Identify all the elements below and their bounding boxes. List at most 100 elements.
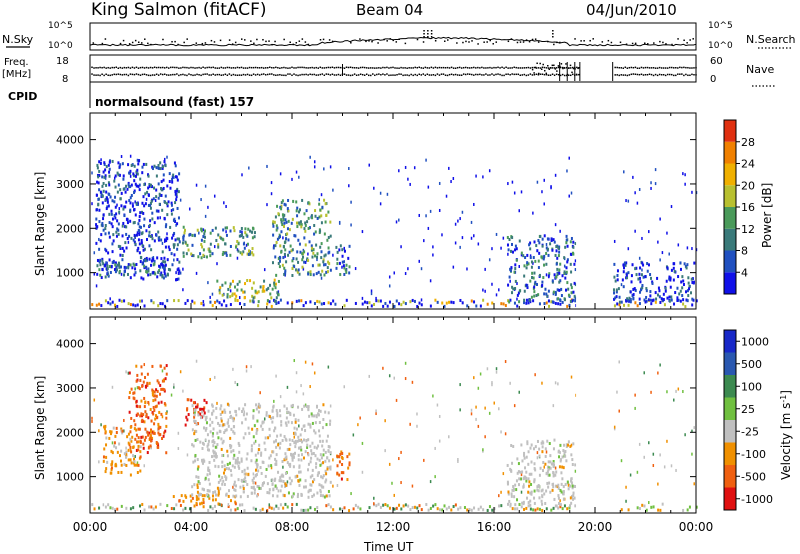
scatter-cell xyxy=(564,450,567,454)
freq-point xyxy=(176,66,178,69)
scatter-cell xyxy=(532,299,535,303)
scatter-cell xyxy=(288,228,291,232)
scatter-cell xyxy=(104,505,107,509)
scatter-cell xyxy=(332,188,334,192)
scatter-cell xyxy=(514,483,517,487)
scatter-cell xyxy=(531,271,534,275)
scatter-cell xyxy=(652,298,655,302)
nave-point xyxy=(141,73,144,76)
scatter-cell xyxy=(214,452,217,456)
scatter-cell xyxy=(118,298,121,302)
scatter-cell xyxy=(316,258,318,262)
scatter-cell xyxy=(432,504,435,508)
scatter-cell xyxy=(188,507,191,511)
scatter-cell xyxy=(491,383,493,387)
scatter-cell xyxy=(237,241,240,245)
freq-point xyxy=(420,67,423,69)
scatter-cell xyxy=(632,175,634,179)
scatter-cell xyxy=(162,378,165,382)
scatter-cell xyxy=(142,211,145,215)
nave-point xyxy=(509,74,511,76)
scatter-cell xyxy=(238,302,241,306)
scatter-cell xyxy=(463,506,466,510)
scatter-cell xyxy=(551,488,554,492)
scatter-cell xyxy=(665,279,668,283)
colorbar-swatch xyxy=(724,228,736,251)
freq-point xyxy=(458,66,461,69)
scatter-cell xyxy=(309,460,312,464)
scatter-cell xyxy=(216,299,219,303)
scatter-cell xyxy=(131,163,134,167)
scatter-cell xyxy=(672,266,675,270)
scatter-cell xyxy=(559,451,561,455)
scatter-cell xyxy=(166,184,169,188)
scatter-cell xyxy=(684,305,687,309)
scatter-cell xyxy=(323,302,326,306)
scatter-cell xyxy=(121,224,124,228)
scatter-cell xyxy=(280,250,283,254)
nave-point xyxy=(291,74,293,77)
scatter-cell xyxy=(615,288,618,292)
scatter-cell xyxy=(114,270,117,274)
scatter-cell xyxy=(645,299,648,303)
scatter-cell xyxy=(268,503,271,507)
scatter-cell xyxy=(193,432,196,436)
scatter-cell xyxy=(329,165,332,169)
scatter-cell xyxy=(234,458,237,462)
scatter-cell xyxy=(291,301,294,305)
scatter-cell xyxy=(438,414,441,418)
scatter-cell xyxy=(318,429,321,433)
scatter-cell xyxy=(616,302,619,306)
nave-point xyxy=(430,74,433,76)
scatter-cell xyxy=(226,295,229,299)
scatter-cell xyxy=(115,464,118,468)
scatter-cell xyxy=(304,485,307,489)
scatter-cell xyxy=(420,267,423,271)
nsearch-point xyxy=(141,42,143,44)
scatter-cell xyxy=(524,256,527,260)
scatter-cell xyxy=(627,303,630,307)
scatter-cell xyxy=(236,288,239,292)
scatter-cell xyxy=(311,441,314,445)
freq-point xyxy=(666,67,669,69)
scatter-cell xyxy=(348,166,350,170)
scatter-cell xyxy=(214,490,217,494)
scatter-cell xyxy=(322,485,325,489)
scatter-cell xyxy=(220,437,223,441)
scatter-cell xyxy=(140,372,143,376)
scatter-cell xyxy=(327,503,330,507)
scatter-cell xyxy=(488,258,491,262)
scatter-cell xyxy=(309,385,311,389)
scatter-cell xyxy=(280,420,283,424)
scatter-cell xyxy=(165,416,168,420)
scatter-cell xyxy=(572,245,575,249)
scatter-cell xyxy=(624,263,627,267)
nsearch-point xyxy=(150,43,152,46)
scatter-cell xyxy=(411,298,414,302)
scatter-cell xyxy=(207,439,210,443)
scatter-cell xyxy=(543,292,546,296)
scatter-cell xyxy=(164,429,167,433)
scatter-cell xyxy=(251,427,254,431)
scatter-cell xyxy=(130,450,133,454)
scatter-cell xyxy=(147,273,150,277)
scatter-cell xyxy=(516,457,519,461)
nave-point xyxy=(277,74,279,76)
scatter-cell xyxy=(459,298,462,302)
scatter-cell xyxy=(507,299,510,303)
freq-point xyxy=(370,67,372,69)
scatter-cell xyxy=(146,190,149,194)
scatter-cell xyxy=(613,239,616,243)
freq-point xyxy=(543,69,546,72)
scatter-cell xyxy=(104,424,107,428)
scatter-cell xyxy=(379,202,382,206)
scatter-cell xyxy=(529,503,532,507)
nave-point xyxy=(224,73,227,76)
scatter-cell xyxy=(108,235,111,239)
scatter-cell xyxy=(304,301,307,305)
scatter-cell xyxy=(549,460,552,464)
nsearch-point xyxy=(195,42,198,44)
scatter-cell xyxy=(168,179,171,183)
scatter-cell xyxy=(151,393,154,397)
scatter-cell xyxy=(125,217,128,221)
